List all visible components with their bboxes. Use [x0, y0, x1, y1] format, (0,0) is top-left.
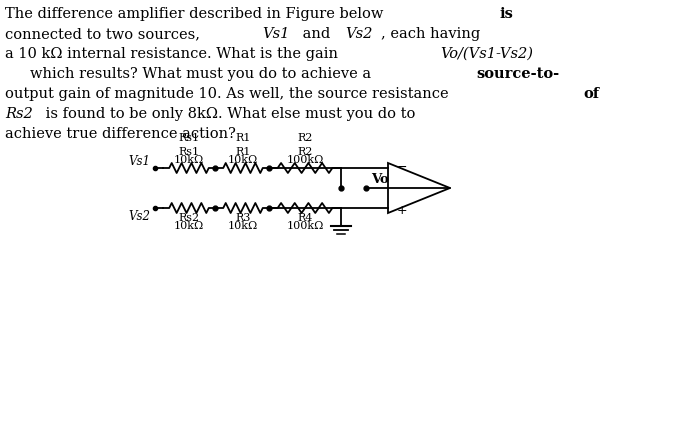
Text: Vs1: Vs1	[262, 27, 290, 41]
Text: 100kΩ: 100kΩ	[286, 155, 324, 165]
Text: −: −	[397, 160, 408, 173]
Text: Rs2: Rs2	[5, 107, 33, 121]
Text: a 10 kΩ internal resistance. What is the gain: a 10 kΩ internal resistance. What is the…	[5, 47, 343, 61]
Text: 10kΩ: 10kΩ	[228, 220, 258, 230]
Text: R1: R1	[236, 133, 251, 143]
Text: 10kΩ: 10kΩ	[174, 220, 204, 230]
Text: and: and	[298, 27, 335, 41]
Text: R4: R4	[297, 212, 313, 223]
Text: of: of	[583, 87, 600, 101]
Text: R3: R3	[236, 212, 251, 223]
Text: is: is	[499, 7, 513, 21]
Text: R2: R2	[297, 133, 313, 143]
Text: achieve true difference action?: achieve true difference action?	[5, 127, 236, 141]
Text: Rs1: Rs1	[178, 133, 199, 143]
Text: Vo/(Vs1-Vs2): Vo/(Vs1-Vs2)	[441, 47, 533, 61]
Text: Vs1: Vs1	[128, 155, 150, 168]
Text: 10kΩ: 10kΩ	[174, 155, 204, 165]
Text: Vs2: Vs2	[346, 27, 373, 41]
Text: R1: R1	[236, 147, 251, 157]
Text: 100kΩ: 100kΩ	[286, 220, 324, 230]
Text: Rs1: Rs1	[178, 147, 199, 157]
Text: Vo: Vo	[371, 173, 389, 186]
Text: which results? What must you do to achieve a: which results? What must you do to achie…	[30, 67, 376, 81]
Text: Rs2: Rs2	[178, 212, 199, 223]
Text: +: +	[397, 204, 408, 217]
Text: is found to be only 8kΩ. What else must you do to: is found to be only 8kΩ. What else must …	[41, 107, 415, 121]
Text: source-to-: source-to-	[476, 67, 559, 81]
Text: connected to two sources,: connected to two sources,	[5, 27, 205, 41]
Text: R2: R2	[297, 147, 313, 157]
Text: output gain of magnitude 10. As well, the source resistance: output gain of magnitude 10. As well, th…	[5, 87, 454, 101]
Text: The difference amplifier described in Figure below: The difference amplifier described in Fi…	[5, 7, 388, 21]
Text: Vs2: Vs2	[128, 209, 150, 223]
Text: , each having: , each having	[381, 27, 480, 41]
Text: 10kΩ: 10kΩ	[228, 155, 258, 165]
